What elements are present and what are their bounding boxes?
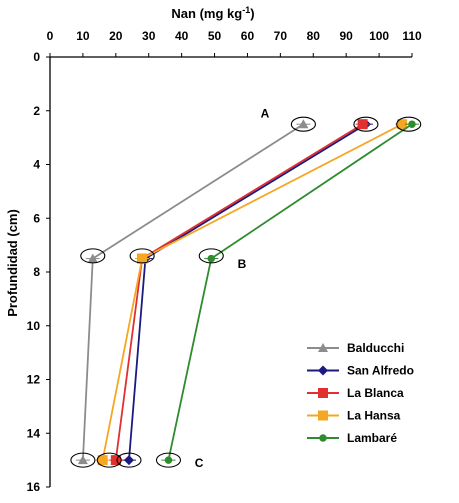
y-tick-label: 16: [27, 480, 41, 494]
series-lambare: [161, 120, 419, 464]
legend-label: La Hansa: [347, 409, 401, 423]
legend-label: Lambaré: [347, 431, 397, 445]
legend-swatch-marker: [318, 410, 328, 421]
legend-item: Lambaré: [307, 431, 397, 445]
legend-item: San Alfredo: [307, 364, 414, 378]
x-tick-label: 60: [241, 29, 255, 43]
annotation-label: A: [261, 106, 270, 120]
series-line: [128, 123, 367, 461]
x-axis-ticks: 0 10 20 30 40 50 60 70 80 90 100 110: [47, 29, 422, 57]
x-tick-label: 100: [369, 29, 389, 43]
data-point: [87, 253, 98, 263]
x-tick-label: 70: [274, 29, 288, 43]
x-tick-label: 20: [109, 29, 123, 43]
series-layer: [75, 119, 419, 466]
annotation-label: B: [238, 257, 247, 271]
x-tick-label: 10: [76, 29, 90, 43]
legend-label: La Blanca: [347, 386, 404, 400]
y-tick-label: 6: [33, 211, 40, 225]
highlight-ellipse: [129, 248, 155, 264]
y-tick-label: 8: [33, 265, 40, 279]
highlight-ellipse: [353, 116, 379, 132]
data-point: [357, 119, 368, 130]
data-point: [298, 119, 309, 129]
data-point: [123, 455, 134, 466]
data-point: [397, 119, 408, 130]
highlight-ellipse: [396, 116, 422, 132]
y-tick-label: 0: [33, 50, 40, 64]
annotation-label: C: [195, 456, 204, 470]
y-tick-label: 10: [27, 319, 41, 333]
legend-swatch-marker: [318, 388, 328, 398]
annotations: A B C: [195, 106, 270, 469]
data-point: [408, 120, 416, 128]
legend-swatch-marker: [319, 434, 327, 442]
legend-swatch-marker: [318, 365, 328, 376]
highlight-ellipse: [96, 452, 122, 468]
y-tick-label: 14: [27, 426, 41, 440]
series-san-alfredo: [121, 119, 373, 466]
y-tick-label: 4: [33, 158, 40, 172]
x-tick-label: 40: [175, 29, 189, 43]
x-tick-label: 80: [307, 29, 321, 43]
highlight-ellipse: [290, 116, 316, 132]
highlight-ellipse: [70, 452, 96, 468]
y-axis-ticks: 0 2 4 6 8 10 12 14 16: [27, 50, 50, 494]
data-point: [164, 456, 173, 464]
x-tick-label: 0: [47, 29, 54, 43]
highlight-ellipses: [70, 116, 422, 468]
legend: Balducchi San Alfredo La Blanca La Hansa Lam…: [307, 341, 414, 445]
highlight-ellipse: [80, 248, 106, 264]
x-tick-label: 30: [142, 29, 156, 43]
series-balducchi: [75, 119, 311, 465]
highlight-ellipse: [116, 452, 142, 468]
data-point: [77, 455, 88, 465]
legend-label: San Alfredo: [347, 364, 414, 378]
x-tick-label: 90: [340, 29, 354, 43]
data-point: [110, 455, 121, 466]
series-la-blanca: [108, 119, 370, 466]
x-axis-title: Nan (mg kg-1): [171, 5, 254, 21]
x-tick-label: 50: [208, 29, 222, 43]
data-point: [207, 254, 216, 263]
data-point: [97, 455, 108, 466]
y-tick-label: 2: [33, 104, 40, 118]
legend-item: La Blanca: [307, 386, 404, 400]
legend-swatch-marker: [318, 343, 328, 352]
legend-item: La Hansa: [307, 409, 401, 423]
y-tick-label: 12: [27, 373, 41, 387]
highlight-ellipse: [155, 452, 182, 468]
legend-item: Balducchi: [307, 341, 404, 355]
series-line: [114, 123, 364, 461]
legend-label: Balducchi: [347, 341, 404, 355]
series-line: [82, 123, 304, 461]
x-tick-label: 110: [402, 29, 422, 43]
data-point: [137, 253, 148, 264]
y-axis-title: Profundidad (cm): [5, 209, 20, 317]
highlight-ellipse: [198, 248, 224, 264]
